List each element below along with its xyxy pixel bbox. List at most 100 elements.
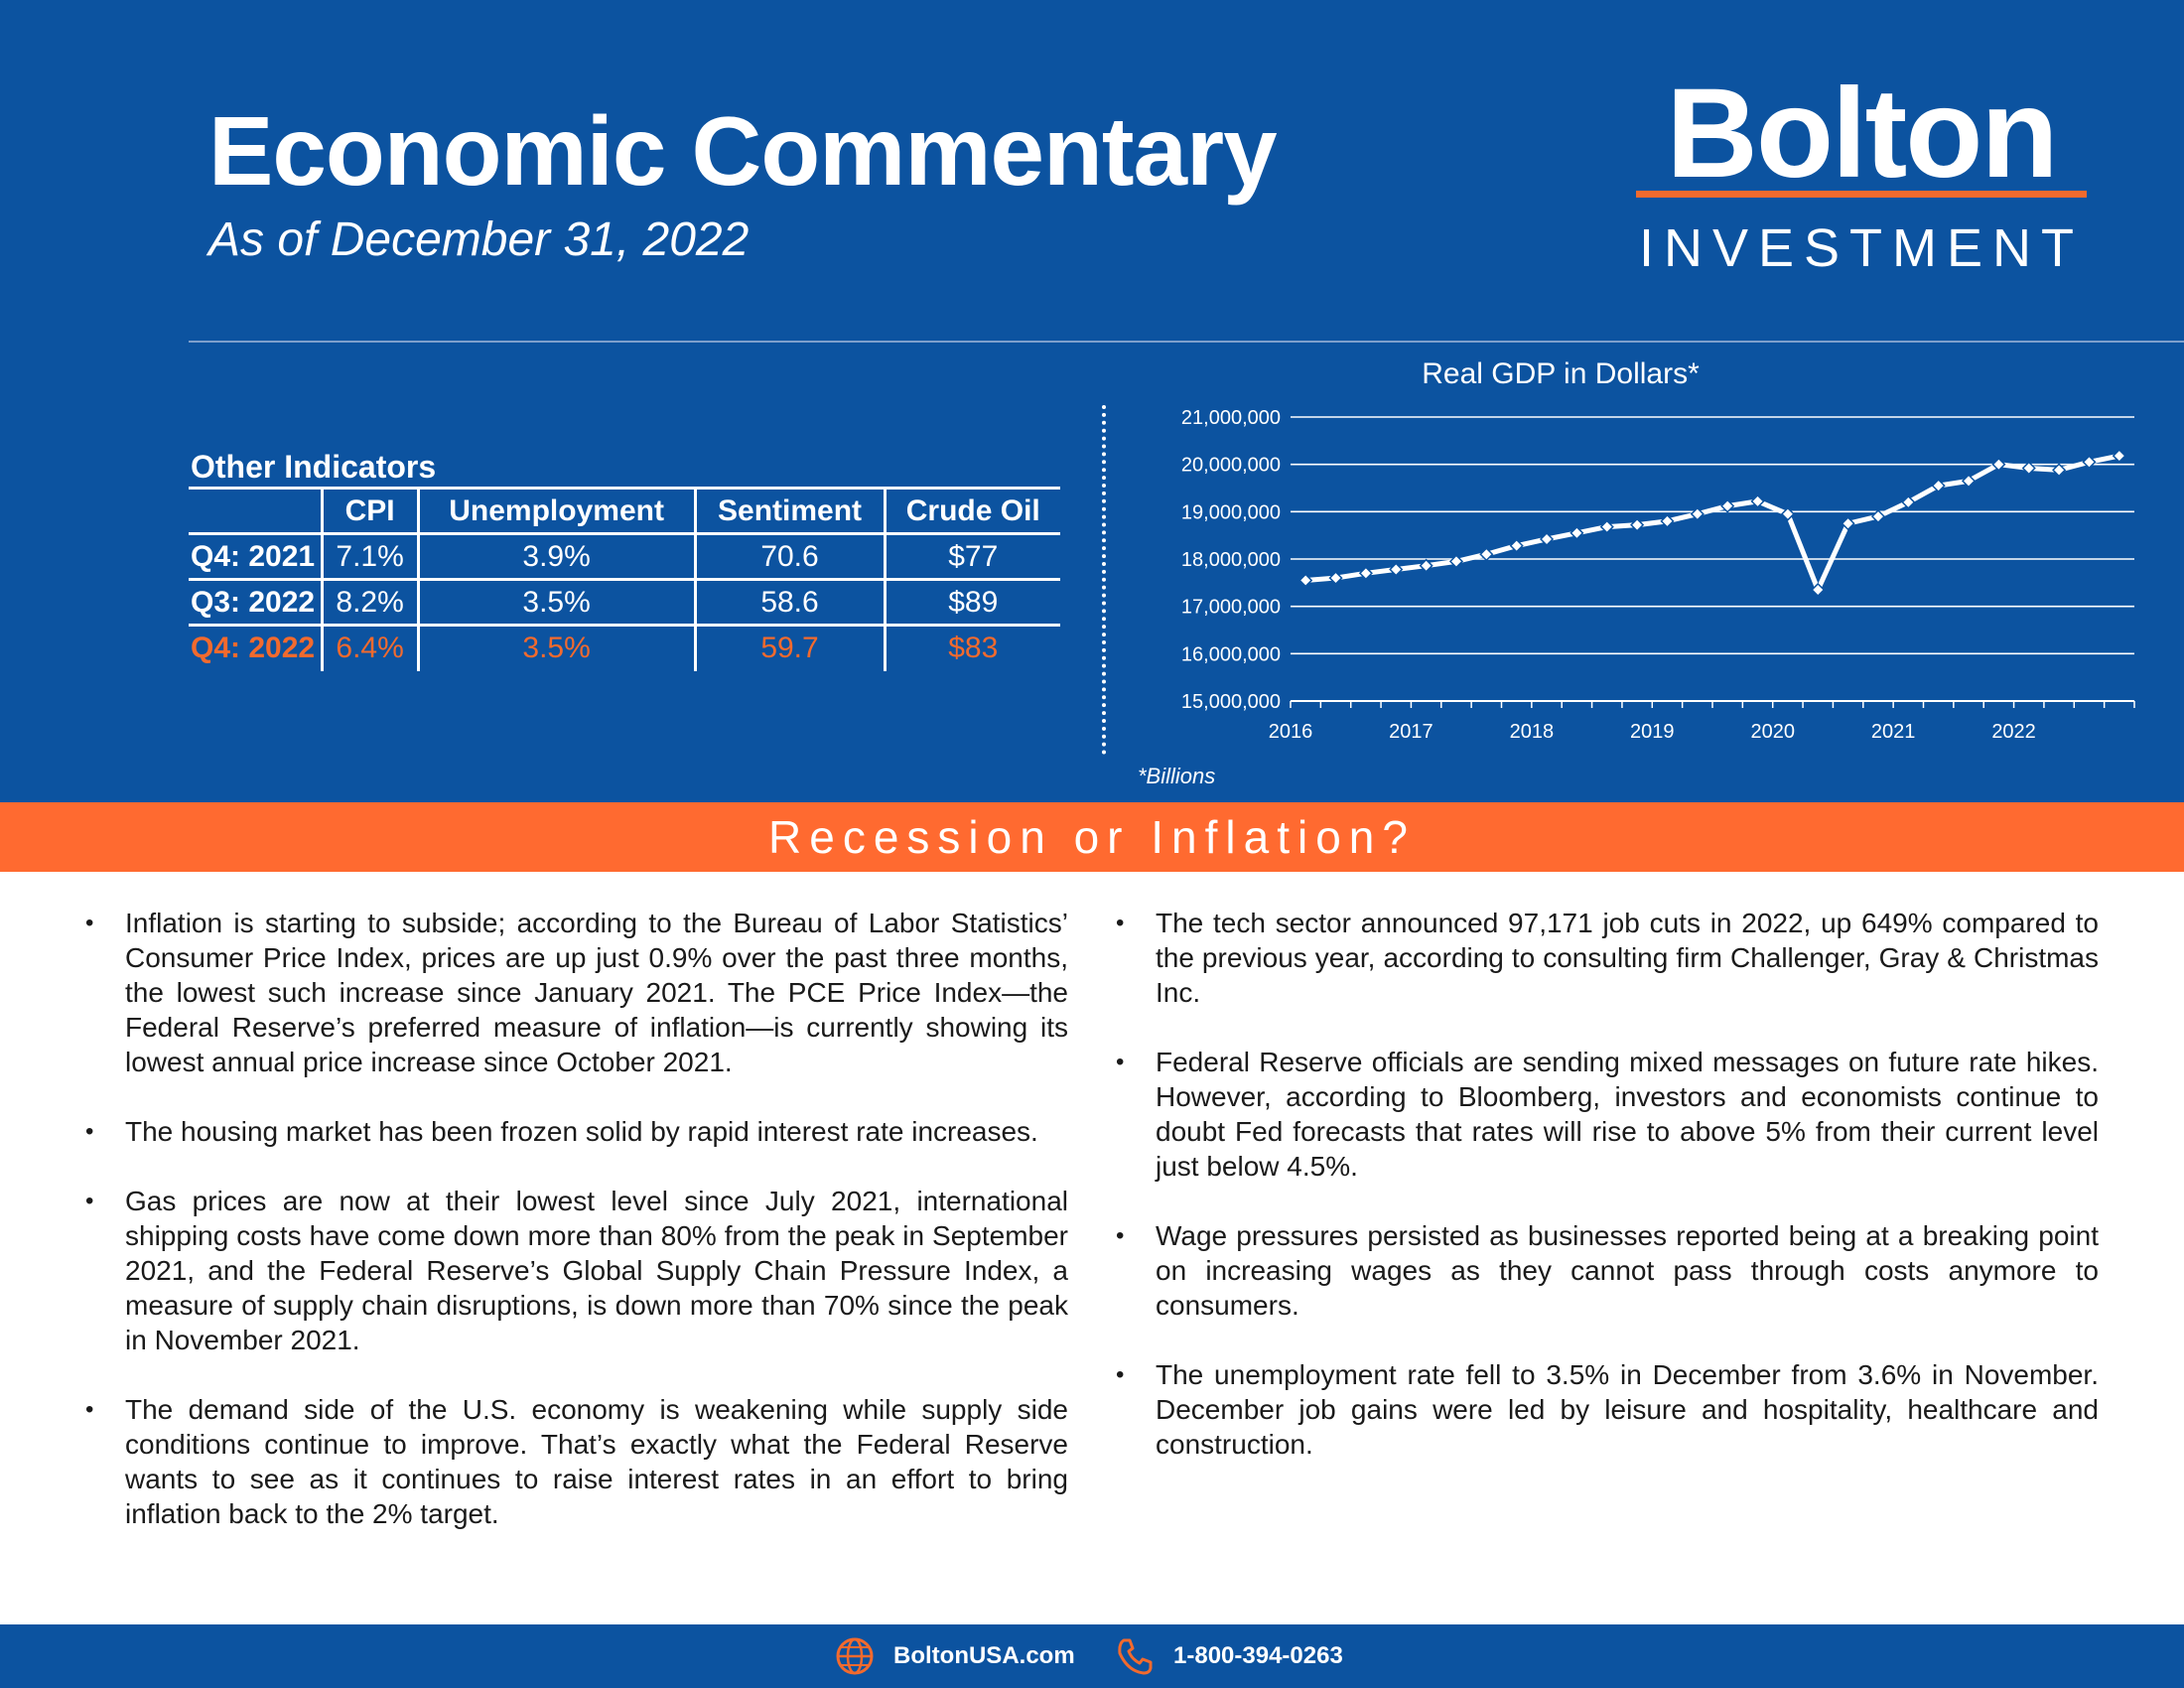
list-item: The housing market has been frozen solid… xyxy=(85,1114,1068,1149)
data-point xyxy=(1328,571,1343,586)
header-banner: Economic Commentary As of December 31, 2… xyxy=(0,0,2184,802)
x-tick-label: 2018 xyxy=(1510,721,1555,743)
data-point xyxy=(1811,582,1826,598)
col-header-cpi: CPI xyxy=(322,487,420,535)
data-point xyxy=(1599,519,1614,534)
row-label: Q3: 2022 xyxy=(189,579,324,626)
list-item: The unemployment rate fell to 3.5% in De… xyxy=(1116,1357,2099,1462)
list-item: Wage pressures persisted as businesses r… xyxy=(1116,1218,2099,1323)
x-tick-label: 2017 xyxy=(1389,721,1433,743)
page-title: Economic Commentary xyxy=(208,96,1278,206)
cell-cpi: 8.2% xyxy=(322,579,420,626)
y-tick-label: 20,000,000 xyxy=(1181,455,1281,477)
data-point xyxy=(1690,506,1705,521)
data-point xyxy=(1570,525,1584,540)
row-label: Q4: 2022 xyxy=(189,625,324,671)
data-point xyxy=(1931,479,1946,493)
data-point xyxy=(1660,513,1675,528)
header-divider xyxy=(189,341,2184,343)
list-item: The tech sector announced 97,171 job cut… xyxy=(1116,906,2099,1010)
data-point xyxy=(1901,494,1916,509)
data-point xyxy=(1509,538,1524,553)
data-point xyxy=(2082,455,2097,470)
row-label: Q4: 2021 xyxy=(189,533,324,580)
cell-crude-oil: $83 xyxy=(948,632,999,665)
cell-crude-oil: $89 xyxy=(948,585,999,619)
col-header-crude-oil: Crude Oil xyxy=(885,487,1060,535)
table-row: Q4: 2021 7.1% 3.9% 70.6 $77 xyxy=(189,533,1060,580)
page-subtitle: As of December 31, 2022 xyxy=(208,213,750,266)
data-point xyxy=(1479,547,1494,562)
phone-number[interactable]: 1-800-394-0263 xyxy=(1173,1642,1343,1669)
data-point xyxy=(1298,573,1313,588)
data-point xyxy=(1961,474,1977,489)
section-band: Recession or Inflation? xyxy=(0,802,2184,872)
cell-sentiment: 59.7 xyxy=(695,625,887,671)
footer-website[interactable]: BoltonUSA.com xyxy=(834,1624,1075,1688)
section-title: Recession or Inflation? xyxy=(768,811,1416,863)
phone-icon xyxy=(1118,1638,1153,1675)
cell-unemployment: 3.5% xyxy=(418,625,697,671)
y-tick-label: 19,000,000 xyxy=(1181,501,1281,523)
col-header-unemployment: Unemployment xyxy=(418,487,697,535)
col-header-sentiment: Sentiment xyxy=(695,487,887,535)
cell-unemployment: 3.9% xyxy=(418,533,697,580)
indicators-title: Other Indicators xyxy=(191,449,437,485)
website-link[interactable]: BoltonUSA.com xyxy=(893,1642,1075,1669)
table-row: Q3: 2022 8.2% 3.5% 58.6 $89 xyxy=(189,579,1060,626)
list-item: Gas prices are now at their lowest level… xyxy=(85,1184,1068,1357)
indicators-corner xyxy=(189,487,324,535)
data-point xyxy=(2052,463,2067,478)
globe-icon xyxy=(836,1637,874,1675)
data-point xyxy=(1780,506,1795,521)
chart-title: Real GDP in Dollars* xyxy=(1422,357,1700,390)
cell-cpi: 7.1% xyxy=(322,533,420,580)
list-item: The demand side of the U.S. economy is w… xyxy=(85,1392,1068,1531)
data-point xyxy=(1448,554,1464,569)
data-point xyxy=(1750,493,1765,508)
bolton-logo: Bolton INVESTMENT xyxy=(1636,68,2087,278)
x-tick-label: 2020 xyxy=(1750,721,1795,743)
gdp-line-chart: Real GDP in Dollars* 15,000,000 16,000,00… xyxy=(1138,357,2135,788)
y-tick-label: 16,000,000 xyxy=(1181,643,1281,665)
footer-phone[interactable]: 1-800-394-0263 xyxy=(1114,1624,1343,1688)
series-line xyxy=(1304,453,2120,593)
y-tick-label: 18,000,000 xyxy=(1181,549,1281,571)
list-item: Inflation is starting to subside; accord… xyxy=(85,906,1068,1079)
data-point xyxy=(2112,449,2126,464)
data-point xyxy=(1630,517,1645,532)
indicators-table: CPI Unemployment Sentiment Crude Oil Q4:… xyxy=(189,487,1060,671)
logo-wordmark: Bolton xyxy=(1666,68,2056,205)
logo-underline xyxy=(1636,191,2087,198)
logo-subtext: INVESTMENT xyxy=(1639,218,2084,278)
data-point xyxy=(1720,498,1735,513)
data-point xyxy=(1841,516,1855,531)
x-tick-label: 2022 xyxy=(1991,721,2035,743)
chart-footnote: *Billions xyxy=(1138,764,1215,788)
cell-cpi: 6.4% xyxy=(322,625,420,671)
dotted-separator xyxy=(1102,405,1106,755)
cell-sentiment: 58.6 xyxy=(695,579,887,626)
table-row-current: Q4: 2022 6.4% 3.5% 59.7 $83 xyxy=(189,625,1060,671)
list-item: Federal Reserve officials are sending mi… xyxy=(1116,1045,2099,1184)
data-point xyxy=(2021,461,2036,476)
data-point xyxy=(1358,566,1373,581)
x-tick-label: 2016 xyxy=(1269,721,1313,743)
data-point xyxy=(1991,457,2006,472)
bullets-right-column: The tech sector announced 97,171 job cut… xyxy=(1116,906,2099,1496)
y-tick-label: 17,000,000 xyxy=(1181,597,1281,619)
x-tick-label: 2021 xyxy=(1871,721,1916,743)
data-point xyxy=(1870,509,1886,524)
footer-bar: BoltonUSA.com 1-800-394-0263 xyxy=(0,1624,2184,1688)
cell-unemployment: 3.5% xyxy=(418,579,697,626)
cell-crude-oil: $77 xyxy=(948,539,999,573)
x-tick-label: 2019 xyxy=(1630,721,1675,743)
data-point xyxy=(1419,558,1433,573)
cell-sentiment: 70.6 xyxy=(695,533,887,580)
indicators-header-row: CPI Unemployment Sentiment Crude Oil xyxy=(189,487,1060,535)
bullets-left-column: Inflation is starting to subside; accord… xyxy=(85,906,1068,1566)
y-tick-label: 15,000,000 xyxy=(1181,691,1281,713)
y-tick-label: 21,000,000 xyxy=(1181,407,1281,429)
data-point xyxy=(1389,562,1404,577)
data-point xyxy=(1539,531,1555,547)
